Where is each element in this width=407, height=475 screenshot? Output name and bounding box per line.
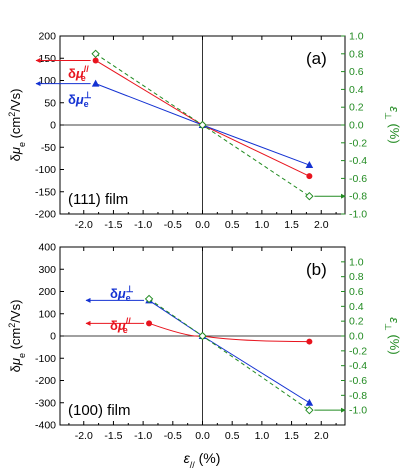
panel-label: (a): [306, 49, 327, 68]
y-tick-label: -100: [35, 353, 56, 365]
series-line: [148, 298, 310, 411]
y2-tick-label: -0.2: [349, 345, 367, 357]
x-tick-label: -1.5: [104, 219, 122, 231]
series-layer: [144, 294, 314, 415]
x-tick-label: -1.0: [134, 430, 152, 442]
y2-tick-label: -0.6: [349, 173, 367, 185]
x-tick-label: 1.5: [284, 430, 299, 442]
annotations: δμ//e δμ⊥ e: [85, 284, 346, 413]
series-label: δμ⊥ e: [68, 90, 92, 109]
y-tick-label: 100: [38, 308, 56, 320]
series-label: δμ⊥ e: [110, 284, 134, 303]
sample-label: (100) film: [68, 402, 131, 419]
y2-tick-label: -0.6: [349, 375, 367, 387]
y-tick-label: -100: [35, 164, 56, 176]
series-layer: [91, 49, 314, 201]
panel-a: -2.0 -1.5 -1.0 -0.5 0.0 0.5 1.0 1.5 2.0 200 150 10…: [7, 31, 402, 232]
x-tick-label: 0.0: [195, 430, 210, 442]
y2-tick-label: 0.6: [349, 286, 364, 298]
data-point: [305, 398, 314, 406]
y-tick-label: 0: [50, 120, 56, 132]
y-tick-label: -200: [35, 209, 56, 221]
y-tick-label: 400: [38, 242, 56, 254]
y2-axis-label: ε⊥ (%): [383, 317, 402, 354]
y-tick-label: 200: [38, 286, 56, 298]
x-tick-label: 1.0: [255, 430, 270, 442]
y2-tick-label: 0.0: [349, 120, 364, 132]
y2-tick-label: -1.0: [349, 405, 367, 417]
y-ticks: 400 300 200 100 0 -100 -200 -300 -400: [35, 242, 64, 432]
y2-tick-label: -0.2: [349, 137, 367, 149]
data-point: [146, 320, 153, 327]
y-tick-label: -300: [35, 397, 56, 409]
y2-tick-label: 0.4: [349, 84, 364, 96]
x-tick-label: 2.0: [314, 219, 329, 231]
data-point: [306, 173, 313, 180]
data-point: [305, 161, 314, 169]
y2-tick-label: -0.8: [349, 191, 367, 203]
y-axis-label: δμe (cm2/Vs): [7, 89, 27, 162]
x-axis-label: ε// (%): [184, 450, 221, 470]
data-point: [305, 405, 314, 415]
y-tick-label: 300: [38, 264, 56, 276]
x-tick-label: -1.0: [134, 219, 152, 231]
y-tick-label: 100: [38, 75, 56, 87]
data-point: [198, 331, 207, 341]
y2-ticks: 1.0 0.8 0.6 0.4 0.2 0.0 -0.2 -0.4 -0.6 -0.8 -1.0: [341, 256, 367, 417]
x-tick-label: 0.5: [225, 430, 240, 442]
y2-tick-label: 0.2: [349, 102, 364, 114]
y2-tick-label: -1.0: [349, 209, 367, 221]
data-point: [198, 120, 207, 130]
y2-tick-label: 0.4: [349, 301, 364, 313]
y2-ticks: 1.0 0.8 0.6 0.4 0.2 0.0 -0.2 -0.4 -0.6 -0.8 -1.0: [341, 31, 367, 221]
data-point: [91, 49, 100, 59]
y2-axis-label: ε⊥ (%): [383, 106, 402, 143]
y-tick-label: -50: [41, 142, 56, 154]
y2-tick-label: 0.0: [349, 331, 364, 343]
x-tick-label: 2.0: [314, 430, 329, 442]
x-ticks: -2.0 -1.5 -1.0 -0.5 0.0 0.5 1.0 1.5 2.0: [68, 36, 337, 231]
y-tick-label: 200: [38, 31, 56, 43]
y2-tick-label: 1.0: [349, 31, 364, 43]
panel-b: -2.0 -1.5 -1.0 -0.5 0.0 0.5 1.0 1.5 2.0 400 300 20…: [7, 242, 402, 471]
x-tick-label: 0.0: [195, 219, 210, 231]
series-line: [148, 322, 310, 343]
y-ticks: 200 150 100 50 0 -50 -100 -150 -200: [35, 31, 64, 221]
x-ticks: -2.0 -1.5 -1.0 -0.5 0.0 0.5 1.0 1.5 2.0: [68, 247, 337, 442]
y2-tick-label: 0.2: [349, 316, 364, 328]
y2-tick-label: -0.4: [349, 360, 367, 372]
series-label: δμ//e: [110, 316, 131, 335]
x-tick-label: 1.0: [255, 219, 270, 231]
y2-tick-label: 0.8: [349, 48, 364, 60]
x-tick-label: -2.0: [75, 430, 93, 442]
panel-label: (b): [306, 260, 327, 279]
y-tick-label: -150: [35, 186, 56, 198]
y2-tick-label: 1.0: [349, 256, 364, 268]
data-point: [306, 338, 313, 345]
y-tick-label: -400: [35, 420, 56, 432]
data-point: [92, 57, 99, 64]
y2-tick-label: -0.4: [349, 155, 367, 167]
x-tick-label: -0.5: [164, 430, 182, 442]
sample-label: (111) film: [68, 191, 128, 208]
x-tick-label: -2.0: [75, 219, 93, 231]
data-point: [91, 79, 100, 87]
data-point: [144, 294, 154, 304]
x-tick-label: 0.5: [225, 219, 240, 231]
y2-tick-label: 0.8: [349, 271, 364, 283]
series-label: δμ//e: [68, 64, 89, 83]
y-tick-label: 50: [44, 97, 56, 109]
x-tick-label: 1.5: [284, 219, 299, 231]
x-tick-label: -0.5: [164, 219, 182, 231]
x-tick-label: -1.5: [104, 430, 122, 442]
y2-tick-label: -0.8: [349, 390, 367, 402]
y-tick-label: 150: [38, 53, 56, 65]
y-axis-label: δμe (cm2/Vs): [7, 300, 27, 373]
y-tick-label: -200: [35, 375, 56, 387]
y2-tick-label: 0.6: [349, 66, 364, 78]
data-point: [305, 191, 314, 201]
y-tick-label: 0: [50, 331, 56, 343]
annotations: δμ//e δμ⊥ e: [35, 57, 346, 199]
